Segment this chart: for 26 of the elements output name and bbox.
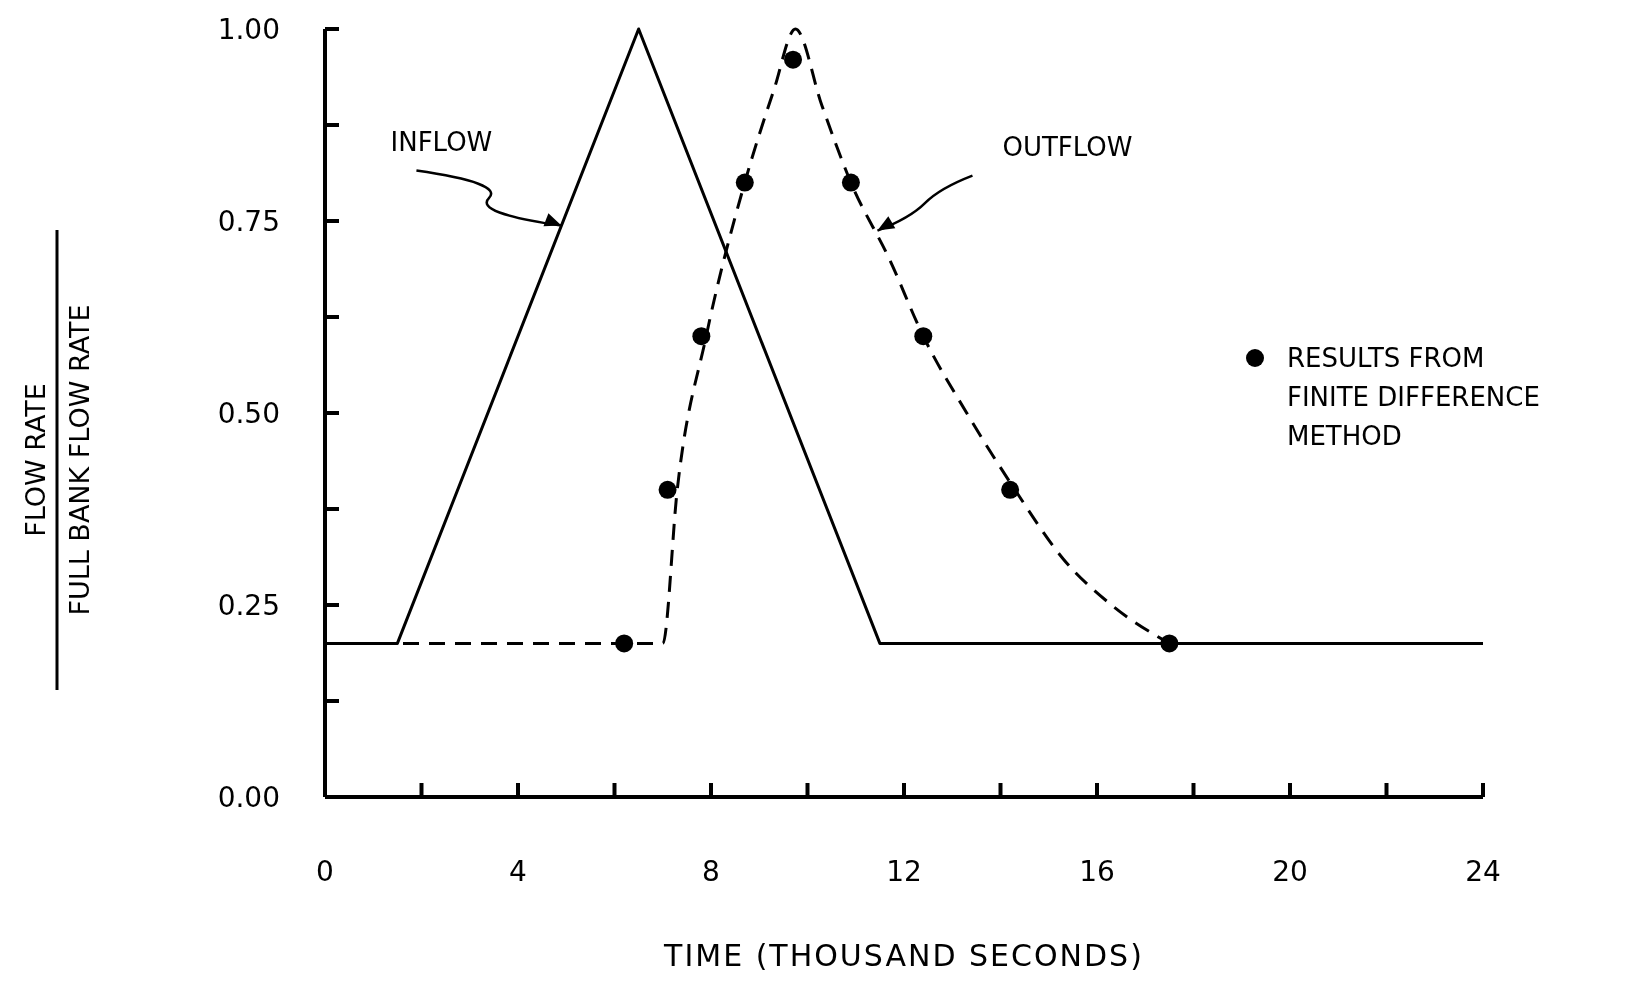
point xyxy=(841,173,860,192)
point xyxy=(784,50,803,69)
x-tick-label: 24 xyxy=(1465,855,1501,888)
x-tick-label: 4 xyxy=(509,855,527,888)
annotation: INFLOW xyxy=(390,126,493,157)
x-axis-title: TIME (THOUSAND SECONDS) xyxy=(663,938,1144,973)
x-tick-label: 8 xyxy=(702,855,720,888)
point xyxy=(914,327,933,346)
point xyxy=(1001,480,1020,499)
point xyxy=(735,173,754,192)
annotation: OUTFLOW xyxy=(1002,131,1133,162)
x-tick-label: 16 xyxy=(1079,855,1115,888)
legend-label: RESULTS FROM FINITE DIFFERENCE METHOD xyxy=(1287,343,1540,451)
point xyxy=(658,480,677,499)
x-tick-label: 0 xyxy=(316,855,334,888)
x-tick-label: 20 xyxy=(1272,855,1308,888)
x-tick-label: 12 xyxy=(886,855,922,888)
point xyxy=(615,634,634,653)
point xyxy=(692,327,711,346)
y-axis-title: FLOW RATE FULL BANK FLOW RATE xyxy=(20,304,95,616)
y-tick-label: 0.00 xyxy=(217,781,280,814)
y-tick-label: 1.00 xyxy=(217,13,280,46)
point xyxy=(1160,634,1179,653)
y-tick-label: 0.50 xyxy=(217,397,280,430)
y-tick-label: 0.25 xyxy=(217,589,280,622)
y-tick-label: 0.75 xyxy=(217,205,280,238)
